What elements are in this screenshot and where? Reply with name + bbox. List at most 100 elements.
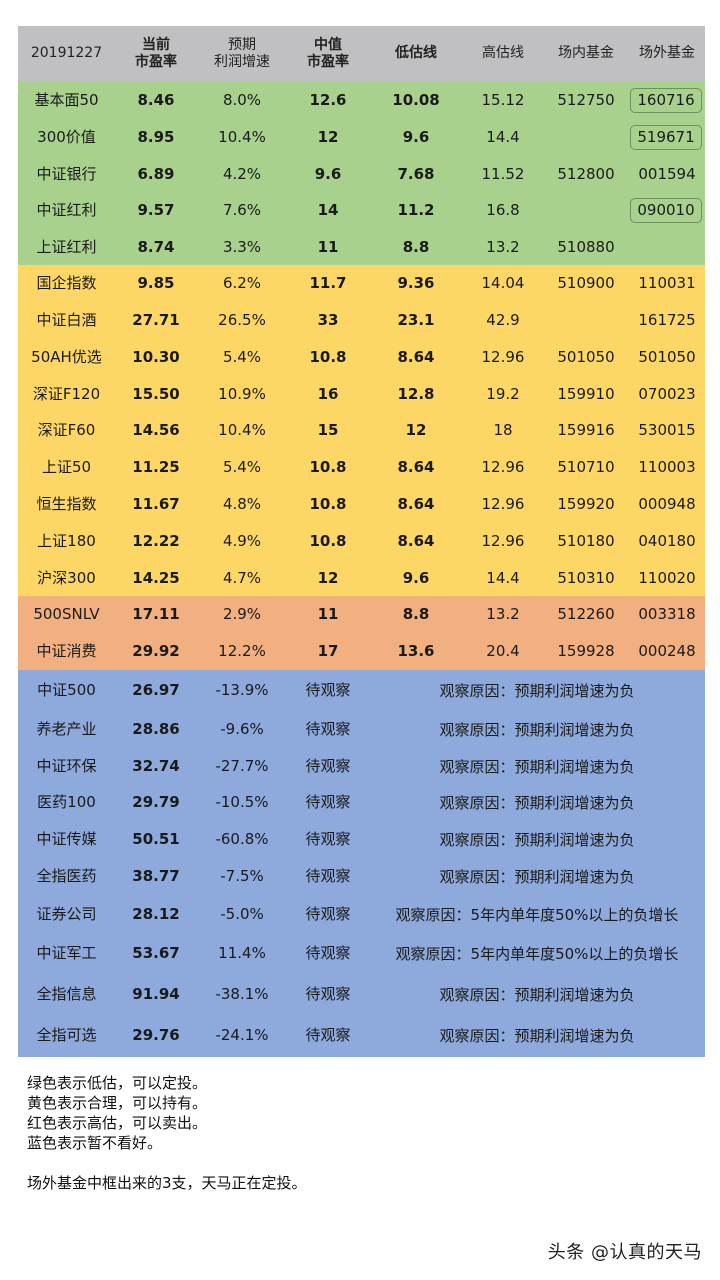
index-name: 沪深300	[37, 568, 96, 587]
table-row: 深证F120 15.50 10.9% 16 12.8 19.2 159910 070023	[18, 375, 705, 413]
index-name: 50AH优选	[31, 347, 102, 366]
median-pe: 10.8	[309, 458, 347, 477]
expected-growth: -24.1%	[215, 1026, 269, 1045]
watch-status: 待观察	[305, 944, 351, 963]
watch-status: 待观察	[305, 984, 351, 1003]
index-name: 中证消费	[36, 642, 97, 661]
etf-fund-code: 159916	[557, 421, 615, 440]
otc-fund-code: 530015	[638, 421, 696, 440]
median-pe: 11	[317, 605, 339, 624]
table-row: 中证500 26.97 -13.9% 待观察 观察原因：预期利润增速为负	[18, 670, 705, 711]
table-row: 证券公司 28.12 -5.0% 待观察 观察原因：5年内单年度50%以上的负增长	[18, 895, 705, 934]
expected-growth: 8.0%	[222, 91, 262, 110]
valuation-table: 20191227 当前 市盈率 预期 利润增速 中值 市盈率 低估线 高估线 场内基金…	[18, 26, 705, 1059]
watch-reason: 观察原因：预期利润增速为负	[439, 681, 635, 700]
etf-fund-code: 159928	[557, 642, 615, 661]
header-low-line: 低估线	[395, 45, 437, 62]
table-row: 全指医药 38.77 -7.5% 待观察 观察原因：预期利润增速为负	[18, 858, 705, 896]
otc-fund-cell: 040180	[629, 531, 705, 550]
blue-group-watch: 中证500 26.97 -13.9% 待观察 观察原因：预期利润增速为负 养老产业 28.8…	[18, 670, 705, 1059]
note-footer: 场外基金中框出来的3支，天马正在定投。	[27, 1174, 307, 1192]
low-line: 12	[405, 421, 427, 440]
otc-fund-cell: 110003	[629, 459, 705, 476]
index-name: 300价值	[37, 128, 96, 147]
table-row: 上证180 12.22 4.9% 10.8 8.64 12.96 510180 040180	[18, 522, 705, 560]
expected-growth: -7.5%	[220, 867, 264, 886]
expected-growth: 4.2%	[222, 164, 262, 183]
otc-fund-code: 040180	[638, 531, 696, 550]
table-row: 全指信息 91.94 -38.1% 待观察 观察原因：预期利润增速为负	[18, 974, 705, 1015]
median-pe: 17	[317, 642, 339, 661]
watch-status: 待观察	[305, 680, 351, 699]
current-pe: 15.50	[132, 384, 180, 403]
table-row: 全指可选 29.76 -24.1% 待观察 观察原因：预期利润增速为负	[18, 1014, 705, 1058]
table-row: 国企指数 9.85 6.2% 11.7 9.36 14.04 510900 110031	[18, 265, 705, 302]
median-pe: 12.6	[309, 91, 347, 110]
table-row: 中证军工 53.67 11.4% 待观察 观察原因：5年内单年度50%以上的负增长	[18, 933, 705, 975]
current-pe: 8.74	[137, 237, 175, 256]
current-pe: 17.11	[132, 605, 180, 624]
high-line: 11.52	[481, 164, 525, 183]
index-name: 中证军工	[36, 944, 97, 963]
header-etf-fund: 场内基金	[558, 45, 614, 62]
current-pe: 38.77	[132, 867, 180, 886]
high-line: 12.96	[481, 531, 525, 550]
low-line: 9.36	[397, 274, 435, 293]
watch-reason: 观察原因：5年内单年度50%以上的负增长	[395, 905, 679, 924]
table-row: 基本面50 8.46 8.0% 12.6 10.08 15.12 512750 160716	[18, 82, 705, 119]
median-pe: 11.7	[309, 274, 347, 293]
note-blue: 蓝色表示暂不看好。	[27, 1134, 163, 1152]
otc-fund-cell: 003318	[629, 606, 705, 623]
current-pe: 9.57	[137, 201, 175, 220]
table-row: 养老产业 28.86 -9.6% 待观察 观察原因：预期利润增速为负	[18, 710, 705, 749]
table-row: 上证红利 8.74 3.3% 11 8.8 13.2 510880	[18, 229, 705, 265]
index-name: 上证180	[37, 531, 96, 550]
watermark: 头条 @认真的天马	[547, 1242, 702, 1263]
etf-fund-code: 512750	[557, 91, 615, 110]
table-row: 中证消费 29.92 12.2% 17 13.6 20.4 159928 000248	[18, 633, 705, 671]
current-pe: 8.46	[137, 91, 175, 110]
otc-fund-code: 110020	[638, 568, 696, 587]
index-name: 国企指数	[36, 274, 97, 293]
current-pe: 32.74	[132, 756, 180, 775]
watch-status: 待观察	[305, 904, 351, 923]
current-pe: 11.67	[132, 494, 180, 513]
index-name: 中证银行	[36, 164, 97, 183]
high-line: 16.8	[486, 201, 520, 220]
watch-reason: 观察原因：预期利润增速为负	[439, 757, 635, 776]
expected-growth: 3.3%	[222, 237, 262, 256]
current-pe: 28.86	[132, 719, 180, 738]
median-pe: 9.6	[314, 164, 342, 183]
legend-notes: 绿色表示低估，可以定投。 黄色表示合理，可以持有。 红色表示高估，可以卖出。 蓝…	[27, 1073, 307, 1193]
expected-growth: -27.7%	[215, 756, 269, 775]
index-name: 恒生指数	[36, 494, 97, 513]
median-pe: 12	[317, 568, 339, 587]
expected-growth: 12.2%	[218, 642, 266, 661]
table-row: 300价值 8.95 10.4% 12 9.6 14.4 519671	[18, 119, 705, 156]
otc-fund-code: 000248	[638, 642, 696, 661]
orange-group-overvalued: 500SNLV 17.11 2.9% 11 8.8 13.2 512260 003318 中证消…	[18, 596, 705, 671]
otc-fund-code: 110003	[638, 458, 696, 477]
current-pe: 27.71	[132, 310, 180, 329]
index-name: 500SNLV	[33, 605, 100, 624]
expected-growth: 2.9%	[222, 605, 262, 624]
high-line: 14.04	[481, 274, 525, 293]
low-line: 8.64	[397, 531, 435, 550]
expected-growth: 7.6%	[222, 201, 262, 220]
watch-status: 待观察	[305, 793, 351, 812]
otc-fund-code: 501050	[638, 347, 696, 366]
otc-fund-cell: 000248	[629, 643, 705, 660]
low-line: 8.64	[397, 347, 435, 366]
note-green: 绿色表示低估，可以定投。	[27, 1074, 208, 1092]
low-line: 8.64	[397, 458, 435, 477]
current-pe: 28.12	[132, 904, 180, 923]
current-pe: 11.25	[132, 458, 180, 477]
expected-growth: 5.4%	[222, 347, 262, 366]
header-date: 20191227	[30, 45, 103, 62]
median-pe: 10.8	[309, 347, 347, 366]
otc-fund-cell: 090010	[629, 198, 705, 223]
otc-fund-cell: 001594	[629, 166, 705, 183]
current-pe: 6.89	[137, 164, 175, 183]
table-row: 深证F60 14.56 10.4% 15 12 18 159916 530015	[18, 412, 705, 449]
index-name: 证券公司	[36, 904, 97, 923]
